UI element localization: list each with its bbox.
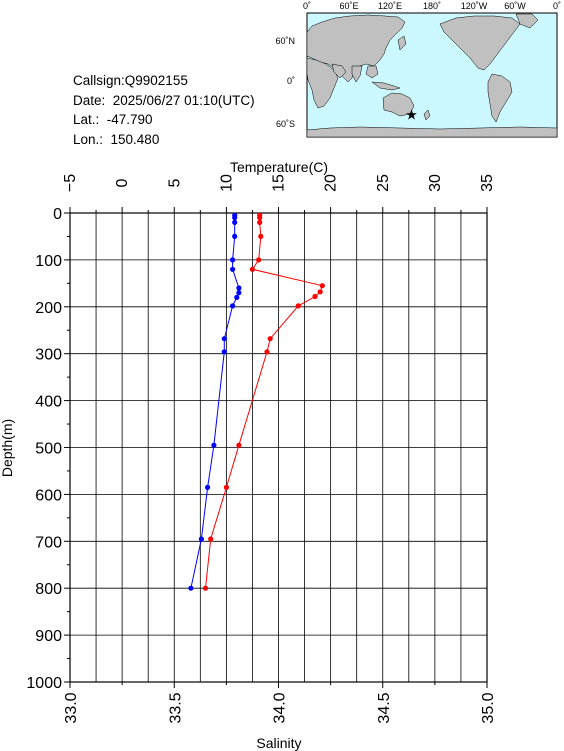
temperature-point: [267, 336, 273, 342]
temperature-point: [295, 303, 301, 309]
top-tick-label: 10: [218, 174, 235, 192]
y-tick-label: 700: [35, 534, 62, 551]
temperature-point: [208, 536, 214, 542]
land-australia: [382, 92, 415, 117]
y-tick-label: 800: [35, 581, 62, 598]
top-tick-label: −5: [62, 174, 79, 192]
land-south-america: [487, 73, 513, 123]
bottom-tick-label: 33.0: [63, 692, 80, 723]
temperature-point: [256, 257, 262, 263]
location-star-marker: ★: [405, 107, 418, 123]
y-tick-label: 100: [35, 253, 62, 270]
temperature-point: [264, 349, 270, 355]
chart-series: [188, 212, 325, 591]
temperature-point: [257, 219, 263, 225]
salinity-point: [236, 285, 242, 291]
map-lon-label-5: 60˚W: [504, 1, 526, 11]
salinity-point: [234, 294, 240, 300]
salinity-point: [230, 303, 236, 309]
salinity-point: [211, 442, 217, 448]
float-metadata: Callsign:Q9902155 Date: 2025/06/27 01:10…: [73, 71, 255, 149]
land-japan: [397, 35, 407, 51]
top-tick-label: 35: [479, 174, 496, 192]
land-antarctica: [306, 126, 558, 138]
temperature-point: [223, 484, 229, 490]
salinity-point: [221, 336, 227, 342]
map-lon-label-1: 60˚E: [339, 1, 358, 11]
map-lon-label-3: 180˚: [423, 1, 441, 11]
top-tick-label: 0: [114, 178, 131, 187]
map-lat-label-2: 60˚S: [276, 119, 295, 129]
top-tick-label: 15: [271, 174, 288, 192]
land-indonesia: [371, 81, 401, 91]
top-tick-label: 5: [166, 178, 183, 187]
land-arabia: [331, 63, 347, 79]
latitude-text: Lat.: -47.790: [73, 112, 153, 127]
temperature-point: [312, 293, 318, 300]
y-tick-label: 200: [35, 300, 62, 317]
salinity-point: [232, 215, 238, 221]
salinity-point: [221, 349, 227, 355]
map-lon-label-6: 0˚: [553, 1, 561, 11]
top-axis-title: Temperature(C): [230, 159, 328, 175]
land-newzealand: [423, 109, 431, 121]
bottom-tick-label: 34.0: [272, 692, 289, 723]
land-africa: [306, 57, 339, 109]
salinity-point: [205, 484, 211, 490]
callsign-text: Callsign:Q9902155: [73, 73, 188, 88]
y-tick-label: 600: [35, 487, 62, 504]
y-tick-label: 1000: [26, 675, 62, 692]
bottom-axis-title: Salinity: [256, 735, 301, 751]
land-north-america: [439, 15, 521, 71]
salinity-point: [230, 257, 236, 263]
salinity-point: [230, 266, 236, 272]
map-lat-label-0: 60˚N: [275, 36, 295, 46]
map-lat-label-1: 0˚: [287, 76, 295, 86]
land-india: [351, 65, 363, 83]
salinity-point: [236, 290, 242, 296]
map-lon-label-0: 0˚: [303, 1, 311, 11]
top-tick-label: 30: [427, 174, 444, 192]
temperature-point: [317, 289, 323, 295]
temperature-point: [249, 266, 255, 272]
land-greenland: [515, 13, 539, 29]
top-tick-label: 20: [323, 174, 340, 192]
land-seasia: [365, 65, 379, 79]
salinity-point: [188, 585, 194, 591]
y-tick-label: 0: [53, 206, 62, 223]
temperature-profile-line: [205, 215, 323, 589]
chart-grid: [69, 212, 488, 683]
map-lon-label-2: 120˚E: [378, 1, 402, 11]
y-tick-label: 500: [35, 441, 62, 458]
bottom-tick-label: 33.5: [167, 692, 184, 723]
temperature-point: [202, 585, 209, 591]
longitude-text: Lon.: 150.480: [73, 131, 160, 147]
y-tick-label: 400: [35, 394, 62, 411]
temperature-point: [258, 233, 264, 239]
y-tick-label: 900: [35, 628, 62, 645]
land-eurasia: [306, 14, 406, 83]
salinity-point: [232, 219, 238, 225]
map-lon-label-4: 120˚W: [461, 1, 488, 11]
temperature-point: [236, 442, 242, 448]
temperature-point: [319, 283, 325, 289]
temperature-point: [257, 215, 263, 221]
top-tick-label: 25: [375, 174, 392, 192]
bottom-tick-label: 34.5: [376, 692, 393, 723]
salinity-point: [232, 233, 238, 239]
date-text: Date: 2025/06/27 01:10(UTC): [73, 92, 255, 108]
map-land: [306, 13, 558, 138]
bottom-tick-label: 35.0: [480, 692, 497, 723]
y-tick-label: 300: [35, 347, 62, 364]
y-axis-title: Depth(m): [0, 419, 15, 477]
salinity-point: [198, 536, 204, 542]
